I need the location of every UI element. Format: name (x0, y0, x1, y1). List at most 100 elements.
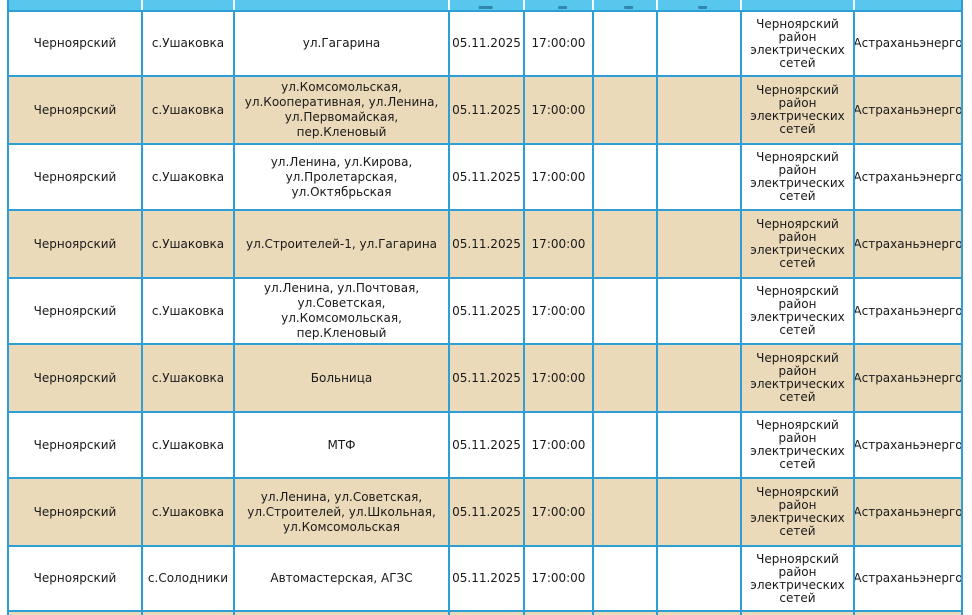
header-text-remnant (557, 6, 567, 9)
cell-date: 05.11.2025 (450, 413, 523, 477)
cell-network-org: Черноярский район электрических сетей (742, 479, 853, 545)
cell-settlement: с.Ушаковка (143, 413, 233, 477)
cell-date (450, 612, 523, 615)
cell-streets: ул.Комсомольская, ул.Кооперативная, ул.Л… (235, 77, 448, 143)
cell-time (525, 612, 592, 615)
cell-time: 17:00:00 (525, 279, 592, 343)
header-cell-empty-1 (592, 0, 656, 10)
cell-time: 17:00:00 (525, 12, 592, 75)
cell-date: 05.11.2025 (450, 145, 523, 209)
cell-time: 17:00:00 (525, 345, 592, 411)
cell-streets: ул.Строителей-1, ул.Гагарина (235, 211, 448, 277)
cell-date: 05.11.2025 (450, 12, 523, 75)
cell-settlement: с.Ушаковка (143, 479, 233, 545)
header-text-remnant (698, 6, 708, 9)
cell-district: Черноярский (9, 77, 141, 143)
cell-time: 17:00:00 (525, 77, 592, 143)
cell-empty-2 (658, 145, 740, 209)
cell-company: Астраханьэнерго (855, 77, 961, 143)
header-cell-network (740, 0, 853, 10)
cell-company: Астраханьэнерго (855, 547, 961, 610)
cell-district: Черноярский (9, 279, 141, 343)
cell-district: Черноярский (9, 413, 141, 477)
cell-settlement: с.Ушаковка (143, 77, 233, 143)
cell-settlement: с.Ушаковка (143, 145, 233, 209)
cell-company (855, 612, 961, 615)
cell-empty-2 (658, 547, 740, 610)
outage-schedule-table: Черноярский с.Ушаковка ул.Гагарина 05.11… (7, 0, 963, 615)
header-cell-settlement (141, 0, 233, 10)
cell-district: Черноярский (9, 479, 141, 545)
cell-network-org: Черноярский район электрических сетей (742, 413, 853, 477)
cell-date: 05.11.2025 (450, 547, 523, 610)
header-text-remnant (624, 6, 634, 9)
cell-date: 05.11.2025 (450, 279, 523, 343)
cell-company: Астраханьэнерго (855, 211, 961, 277)
cell-time: 17:00:00 (525, 547, 592, 610)
cell-empty-2 (658, 413, 740, 477)
cell-empty-1 (594, 145, 656, 209)
cell-empty-1 (594, 547, 656, 610)
header-cell-date (448, 0, 523, 10)
cell-network-org: Черноярский район электрических сетей (742, 12, 853, 75)
cell-date: 05.11.2025 (450, 345, 523, 411)
cell-network-org: Черноярский район электрических сетей (742, 211, 853, 277)
cell-time: 17:00:00 (525, 479, 592, 545)
cell-empty-2 (658, 345, 740, 411)
cell-streets: Автомастерская, АГЗС (235, 547, 448, 610)
cell-network-org: Черноярский район электрических сетей (742, 145, 853, 209)
cell-company: Астраханьэнерго (855, 413, 961, 477)
cell-settlement: с.Ушаковка (143, 211, 233, 277)
cell-empty-1 (594, 413, 656, 477)
cell-empty-1 (594, 345, 656, 411)
header-cell-company (853, 0, 961, 10)
cell-streets: ул.Ленина, ул.Почтовая, ул.Советская, ул… (235, 279, 448, 343)
cell-district (9, 612, 141, 615)
cell-company: Астраханьэнерго (855, 479, 961, 545)
cell-streets: ул.Ленина, ул.Советская, ул.Строителей, … (235, 479, 448, 545)
cell-streets: Больница (235, 345, 448, 411)
cell-company: Астраханьэнерго (855, 12, 961, 75)
cell-company: Астраханьэнерго (855, 279, 961, 343)
cell-date: 05.11.2025 (450, 479, 523, 545)
cell-empty-1 (594, 612, 656, 615)
cell-empty-1 (594, 211, 656, 277)
cell-district: Черноярский (9, 345, 141, 411)
cell-date: 05.11.2025 (450, 211, 523, 277)
cell-network-org (742, 612, 853, 615)
cell-company: Астраханьэнерго (855, 345, 961, 411)
cell-settlement: с.Ушаковка (143, 12, 233, 75)
cell-network-org: Черноярский район электрических сетей (742, 77, 853, 143)
cell-district: Черноярский (9, 145, 141, 209)
cell-empty-2 (658, 211, 740, 277)
cell-empty-2 (658, 12, 740, 75)
cell-empty-1 (594, 279, 656, 343)
cell-time: 17:00:00 (525, 145, 592, 209)
header-cell-time (523, 0, 592, 10)
cell-network-org: Черноярский район электрических сетей (742, 547, 853, 610)
cell-empty-2 (658, 612, 740, 615)
cell-settlement: с.Ушаковка (143, 345, 233, 411)
cell-district: Черноярский (9, 211, 141, 277)
cell-settlement: с.Солодники (143, 547, 233, 610)
cell-empty-2 (658, 279, 740, 343)
cell-district: Черноярский (9, 12, 141, 75)
cell-streets: ул.Гагарина (235, 12, 448, 75)
cell-empty-1 (594, 479, 656, 545)
cell-empty-2 (658, 77, 740, 143)
cell-time: 17:00:00 (525, 211, 592, 277)
cell-district: Черноярский (9, 547, 141, 610)
cell-company: Астраханьэнерго (855, 145, 961, 209)
header-text-remnant (478, 6, 493, 9)
cell-settlement (143, 612, 233, 615)
cell-settlement: с.Ушаковка (143, 279, 233, 343)
header-cell-streets (233, 0, 448, 10)
cell-empty-1 (594, 77, 656, 143)
cell-streets: МТФ (235, 413, 448, 477)
cell-empty-1 (594, 12, 656, 75)
cell-time: 17:00:00 (525, 413, 592, 477)
cell-date: 05.11.2025 (450, 77, 523, 143)
header-cell-district (9, 0, 141, 10)
cell-streets (235, 612, 448, 615)
